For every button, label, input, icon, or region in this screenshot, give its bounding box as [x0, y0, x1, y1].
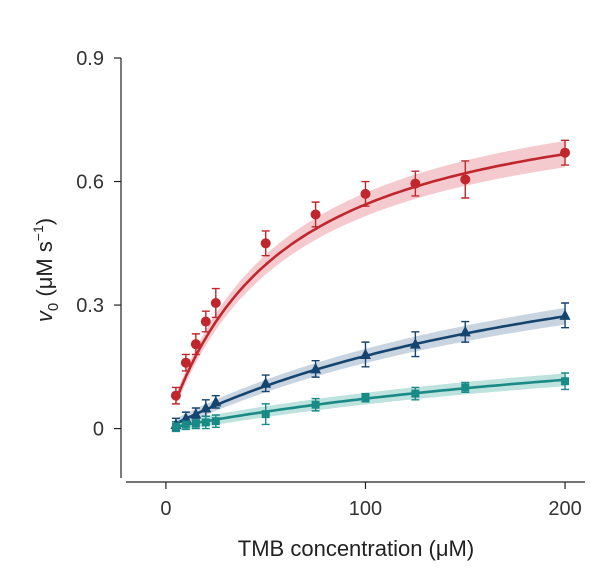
data-point-square: [411, 389, 420, 398]
data-point-circle: [260, 238, 271, 249]
data-point-circle: [360, 188, 371, 199]
data-points: [170, 147, 571, 431]
fit-line-series-2: [175, 315, 566, 425]
y-axis-symbol: v: [32, 309, 57, 322]
data-point-triangle: [200, 402, 212, 413]
data-point-circle: [460, 174, 471, 185]
data-point-triangle: [180, 412, 192, 423]
data-point-circle: [180, 357, 191, 368]
data-point-circle: [410, 178, 421, 189]
data-point-square: [561, 377, 570, 386]
fit-band-series-2: [175, 308, 565, 429]
x-axis-title: TMB concentration (μM): [238, 536, 474, 561]
fit-band-series-1: [175, 140, 565, 407]
y-axis-subscript: 0: [45, 303, 62, 311]
data-point-circle: [310, 209, 321, 220]
fit-line-series-1: [174, 152, 566, 401]
fit-line-series-3: [175, 378, 566, 428]
data-point-square: [201, 418, 210, 427]
x-ticks: 0 100 200: [160, 482, 582, 520]
data-point-square: [191, 419, 200, 428]
y-axis-units-superscript: −1: [30, 225, 46, 241]
x-tick-label: 0: [160, 498, 171, 520]
data-point-square: [171, 422, 180, 431]
y-axis-units-close: ): [32, 218, 57, 225]
data-point-circle: [170, 390, 181, 401]
y-tick-label: 0.6: [76, 172, 104, 194]
data-point-triangle: [260, 377, 272, 388]
fit-bands: [175, 140, 565, 432]
data-point-circle: [560, 147, 571, 158]
data-point-square: [261, 410, 270, 419]
fit-lines: [174, 152, 566, 428]
y-axis-title: v0 (μM s−1): [30, 218, 62, 322]
data-point-triangle: [190, 408, 202, 419]
y-tick-label: 0.9: [76, 48, 104, 70]
data-point-triangle: [409, 338, 421, 349]
data-point-triangle: [559, 309, 571, 320]
data-point-square: [181, 420, 190, 429]
data-point-square: [211, 417, 220, 426]
data-point-triangle: [359, 348, 371, 359]
data-point-triangle: [310, 362, 322, 374]
data-point-circle: [210, 298, 221, 308]
y-axis-units: (μM s: [32, 241, 57, 303]
x-tick-label: 100: [349, 498, 382, 520]
data-point-square: [461, 383, 470, 392]
data-point-square: [311, 400, 320, 409]
y-ticks: 0 0.3 0.6 0.9: [76, 48, 121, 441]
y-tick-label: 0: [93, 419, 104, 441]
x-tick-label: 200: [548, 498, 581, 520]
data-point-circle: [200, 316, 211, 327]
y-tick-label: 0.3: [76, 295, 104, 317]
data-point-triangle: [210, 395, 222, 407]
data-point-square: [361, 393, 370, 402]
data-point-triangle: [459, 325, 471, 337]
data-point-circle: [190, 339, 201, 350]
